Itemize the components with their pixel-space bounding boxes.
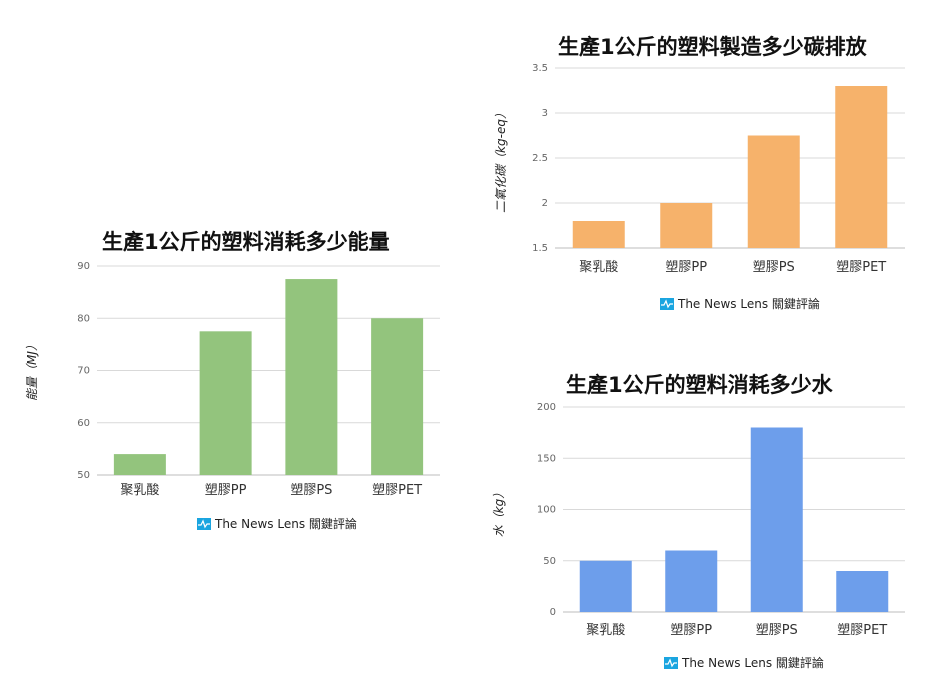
x-category-label: 塑膠PP [205,483,247,498]
y-tick-label: 100 [537,505,556,516]
news-lens-logo-icon [664,656,678,669]
bar [285,279,338,475]
y-tick-label: 60 [77,418,90,429]
bar [836,571,889,612]
y-tick-label: 0 [550,607,556,618]
y-axis-label: 二氧化碳（kg-eq） [494,107,508,213]
bar [660,203,713,248]
x-category-label: 塑膠PP [665,260,707,275]
bar [665,550,718,612]
y-tick-label: 2.5 [532,153,548,164]
bar [747,135,800,248]
y-tick-label: 200 [537,402,556,413]
bar [371,318,424,475]
x-category-label: 塑膠PS [756,623,798,638]
y-tick-label: 2 [542,198,548,209]
x-category-label: 塑膠PET [837,623,887,638]
water-chart-title: 生產1公斤的塑料消耗多少水 [566,373,833,397]
y-tick-label: 90 [77,261,90,272]
bar [750,427,803,612]
x-category-label: 塑膠PET [836,260,886,275]
source-label: The News Lens 關鍵評論 [678,297,820,311]
y-tick-label: 3.5 [532,63,548,74]
bar [199,331,252,475]
x-category-label: 聚乳酸 [586,623,625,638]
x-category-label: 聚乳酸 [579,260,618,275]
y-tick-label: 150 [537,453,556,464]
y-axis-label: 水（kg） [492,487,506,538]
y-tick-label: 80 [77,313,90,324]
bar [572,221,625,248]
x-category-label: 塑膠PS [753,260,795,275]
y-tick-label: 70 [77,366,90,377]
news-lens-logo-icon [197,517,211,530]
x-category-label: 塑膠PET [372,483,422,498]
source-logo: The News Lens 關鍵評論 [660,295,820,312]
y-tick-label: 1.5 [532,243,548,254]
source-label: The News Lens 關鍵評論 [682,656,824,670]
energy-chart-title: 生產1公斤的塑料消耗多少能量 [102,230,390,254]
y-tick-label: 50 [543,556,556,567]
news-lens-logo-icon [660,297,674,310]
x-category-label: 塑膠PS [290,483,332,498]
y-tick-label: 50 [77,470,90,481]
y-axis-label: 能量（MJ） [25,339,39,401]
bar [579,560,632,612]
bar [113,454,166,475]
carbon-chart-title: 生產1公斤的塑料製造多少碳排放 [558,35,867,59]
x-category-label: 塑膠PP [670,623,712,638]
x-category-label: 聚乳酸 [120,483,159,498]
y-tick-label: 3 [542,108,548,119]
source-logo: The News Lens 關鍵評論 [664,654,824,671]
bar [835,86,888,248]
source-label: The News Lens 關鍵評論 [215,517,357,531]
source-logo: The News Lens 關鍵評論 [197,515,357,532]
